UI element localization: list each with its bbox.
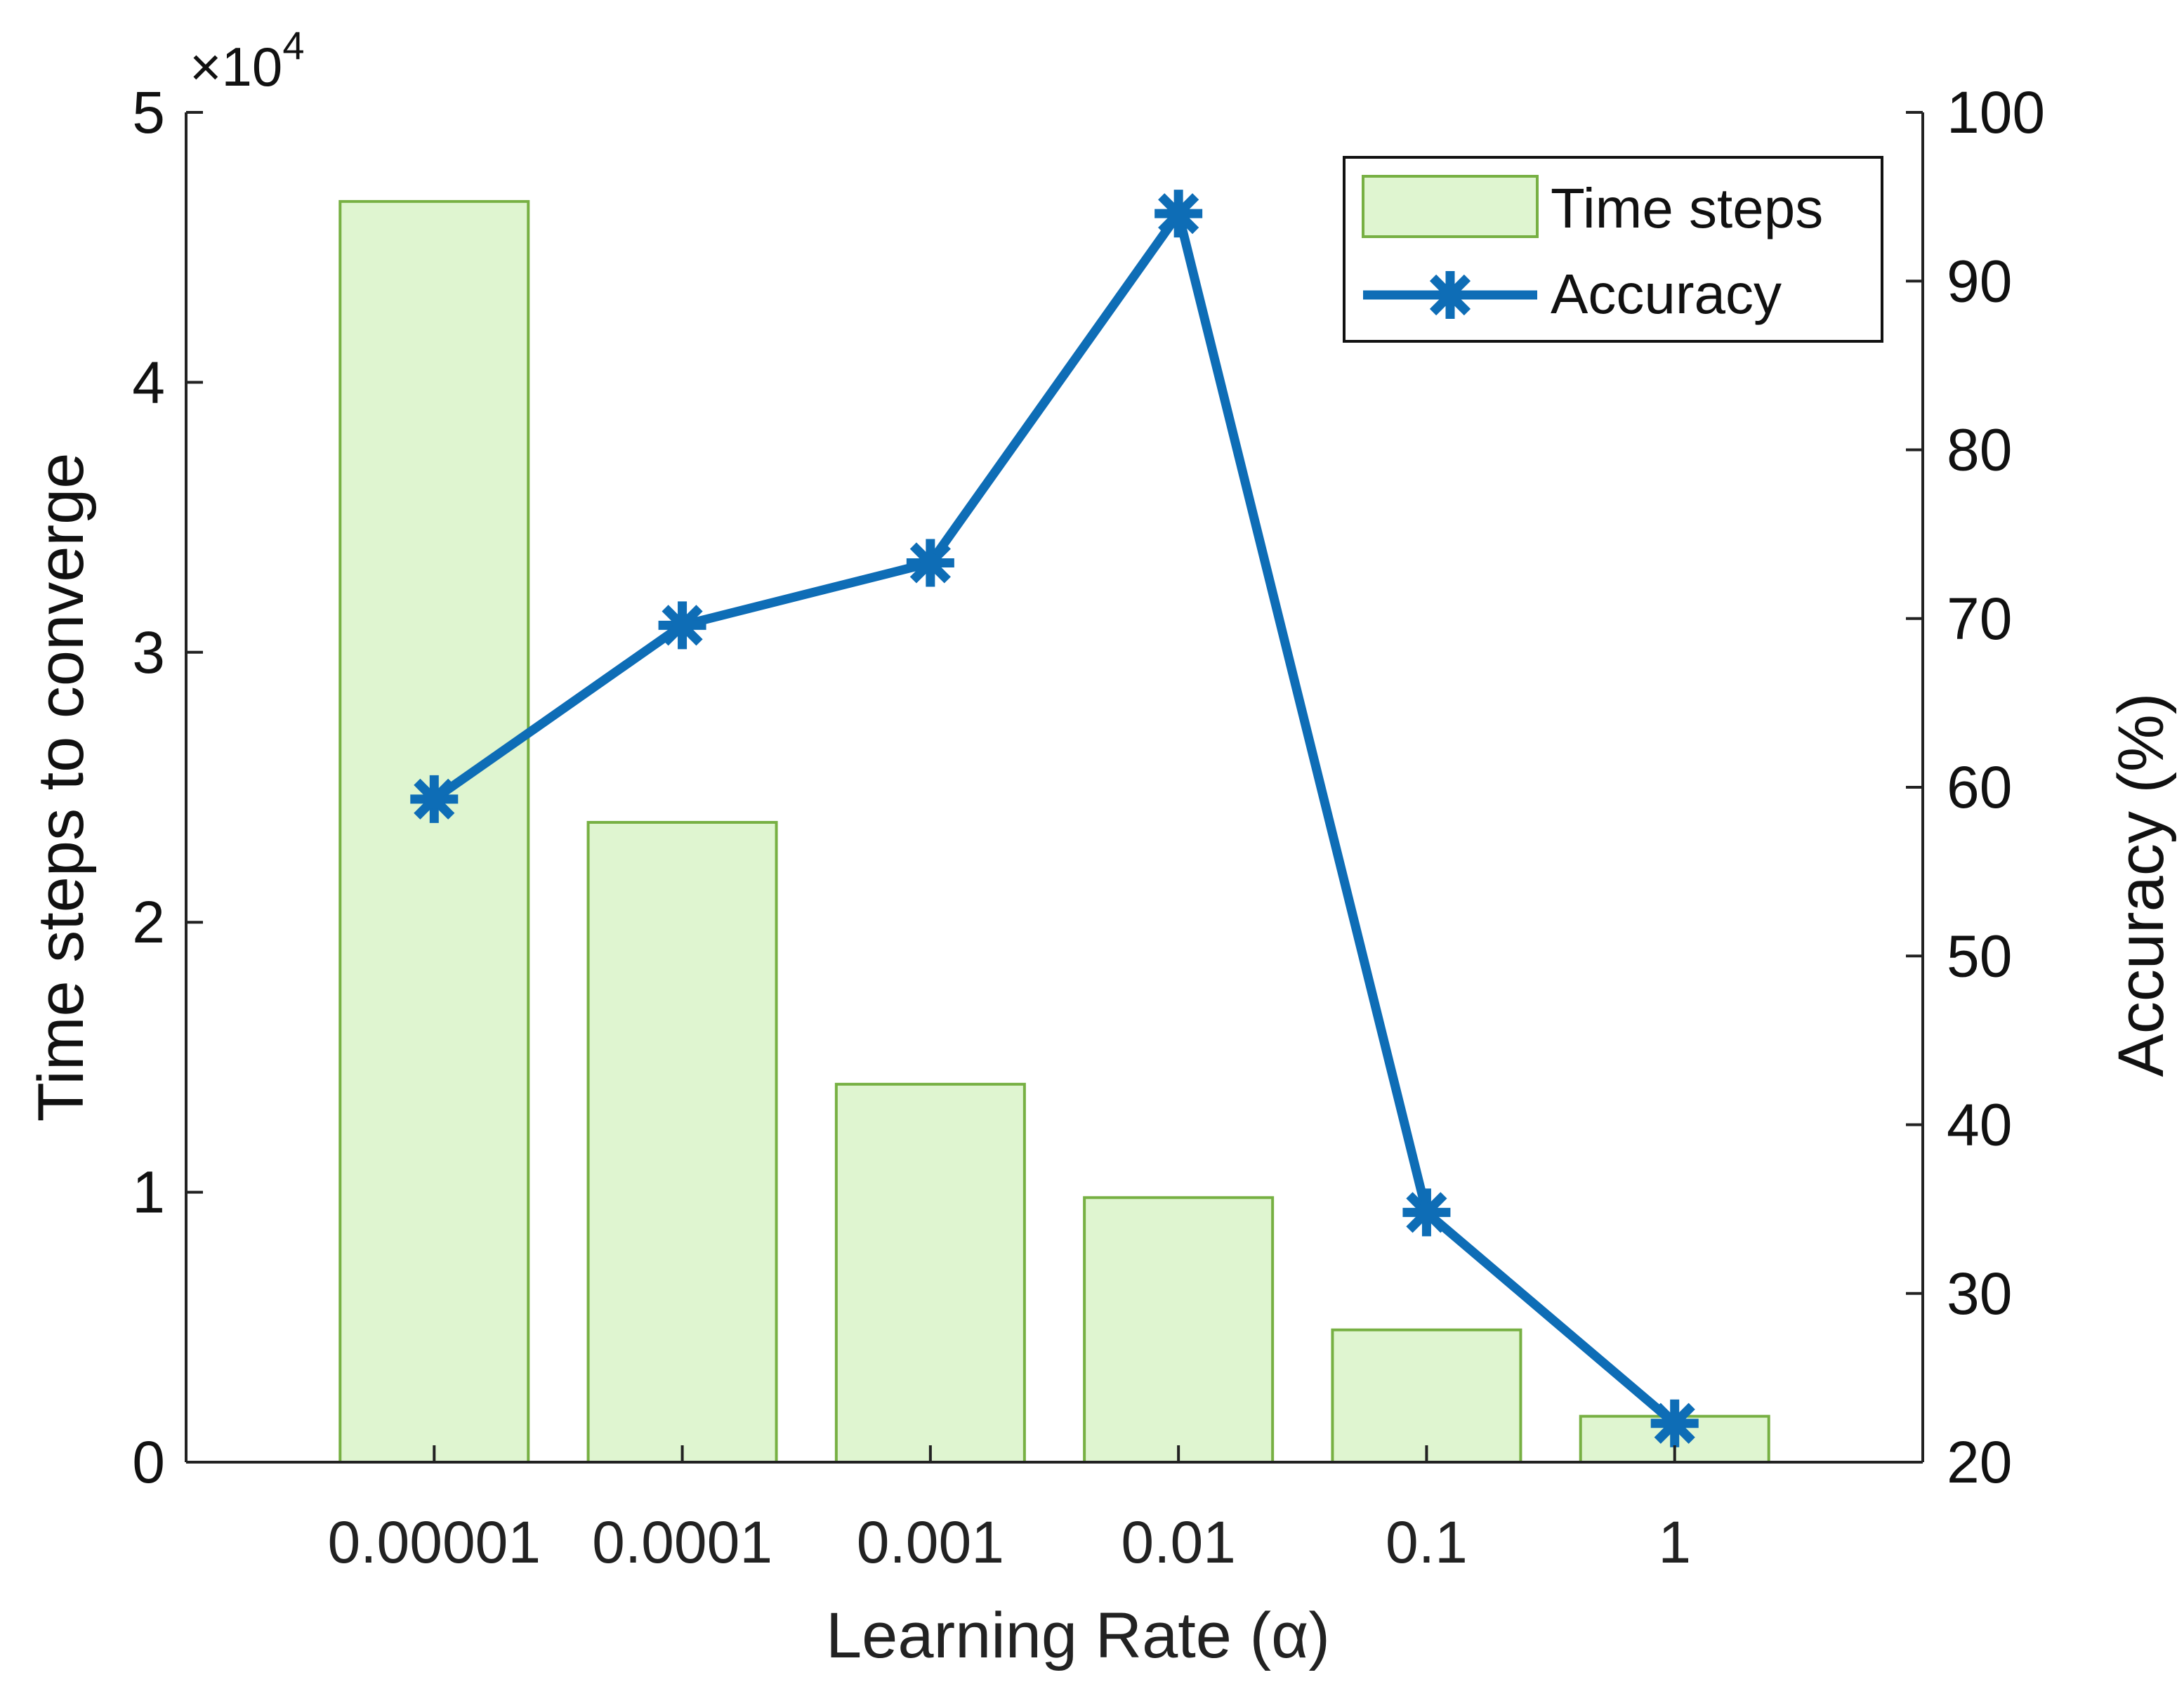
y-tick-label: 5 [132, 79, 165, 145]
y2-axis-title: Accuracy (%) [2105, 693, 2177, 1077]
bar-0.1 [1331, 1328, 1522, 1464]
y-axis-title: Time steps to converge [25, 453, 97, 1122]
accuracy-marker-0.0001 [658, 601, 706, 650]
y2-tick-label: 80 [1947, 417, 2012, 483]
y2-tick-label: 70 [1947, 586, 2012, 652]
x-axis-title: Learning Rate (α) [826, 1600, 1330, 1671]
y-exponent-label: ×104 [190, 23, 304, 98]
legend-label-accuracy: Accuracy [1551, 263, 1782, 325]
bar-0.00001 [338, 199, 530, 1464]
accuracy-marker-0.01 [1155, 190, 1203, 238]
line-series-accuracy [410, 190, 1699, 1447]
bar-0.001 [834, 1082, 1026, 1464]
y2-tick-label: 40 [1947, 1092, 2012, 1158]
bar-0.0001 [586, 820, 778, 1464]
x-tick-label: 1 [1658, 1509, 1691, 1575]
bar-0.01 [1083, 1196, 1275, 1464]
y-exponent-power: 4 [282, 23, 304, 67]
legend-asterisk [1426, 271, 1474, 319]
y2-tick-label: 60 [1947, 754, 2012, 820]
legend-swatch-time-steps [1362, 175, 1539, 238]
x-tick-label: 0.001 [857, 1509, 1004, 1575]
accuracy-marker-0.1 [1402, 1188, 1451, 1237]
y2-tick-label: 20 [1947, 1429, 2012, 1495]
y2-tick-label: 30 [1947, 1261, 2012, 1327]
y-tick-label: 0 [132, 1429, 165, 1495]
y2-tick-label: 90 [1947, 248, 2012, 314]
x-tick-label: 0.0001 [592, 1509, 772, 1575]
x-tick-label: 0.01 [1121, 1509, 1236, 1575]
ticks: 0 1 2 3 4 5 20 30 40 50 60 70 80 90 100 0.00001 0.0001 0.… [132, 79, 2045, 1575]
y-tick-label: 1 [132, 1159, 165, 1225]
accuracy-marker-1 [1650, 1399, 1699, 1447]
y2-tick-label: 100 [1947, 79, 2045, 145]
y-tick-label: 3 [132, 619, 165, 685]
legend: Time steps Accuracy [1343, 156, 1883, 343]
accuracy-marker-0.001 [906, 539, 954, 587]
y-tick-label: 2 [132, 889, 165, 955]
legend-marker-accuracy [1426, 271, 1474, 319]
accuracy-line [431, 209, 1678, 1427]
y-tick-label: 4 [132, 349, 165, 415]
y2-tick-label: 50 [1947, 923, 2012, 989]
x-tick-label: 0.00001 [327, 1509, 541, 1575]
x-tick-label: 0.1 [1386, 1509, 1468, 1575]
legend-label-time-steps: Time steps [1551, 177, 1823, 239]
accuracy-marker-0.00001 [410, 775, 459, 823]
